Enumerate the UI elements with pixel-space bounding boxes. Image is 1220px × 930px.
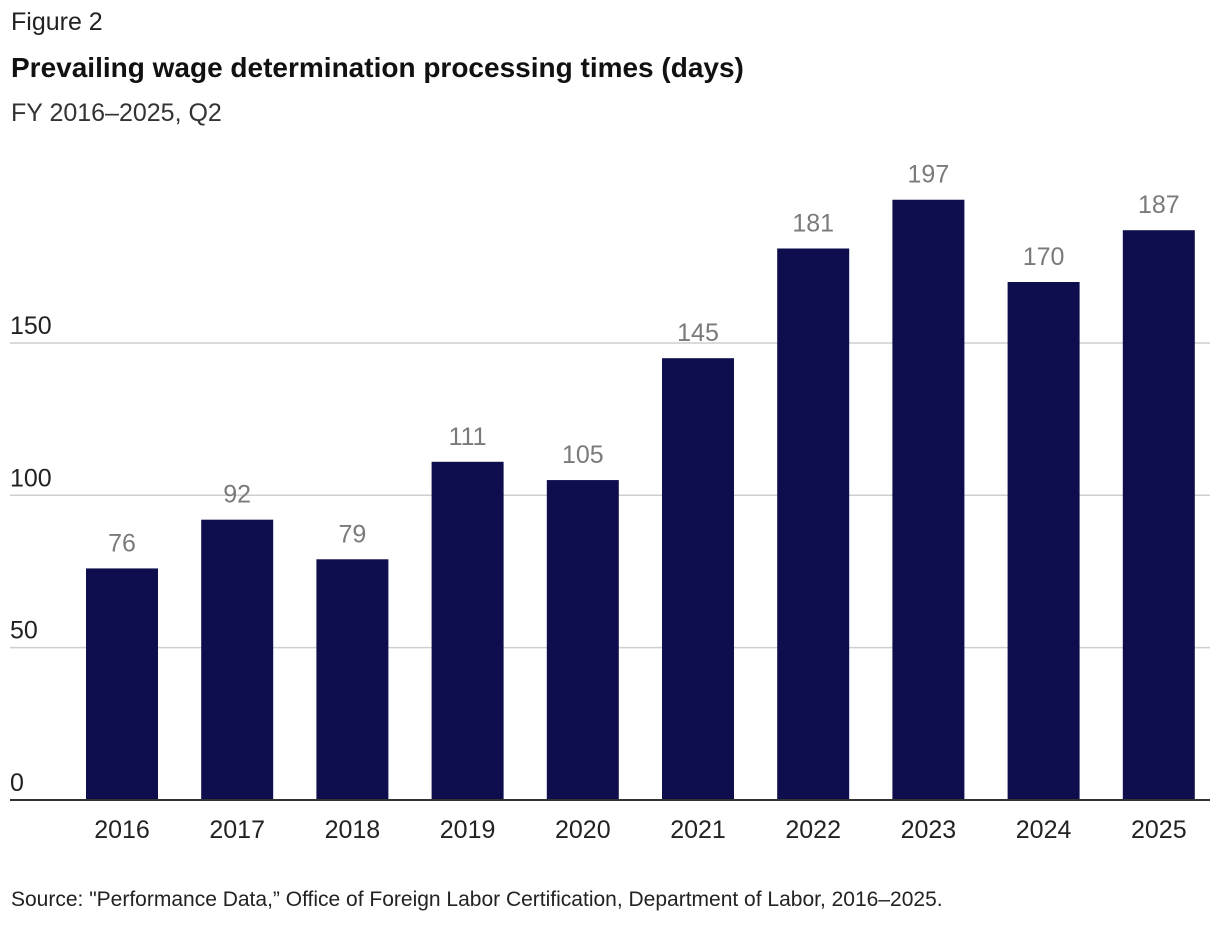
bar: [892, 199, 965, 801]
y-tick-label: 0: [10, 769, 24, 797]
bar: [431, 461, 504, 800]
chart-title: Prevailing wage determination processing…: [11, 52, 744, 83]
y-tick-label: 150: [10, 312, 52, 340]
data-label: 92: [223, 481, 251, 509]
data-label: 145: [677, 319, 719, 347]
x-tick-label: 2021: [670, 816, 726, 844]
bar: [1007, 282, 1080, 800]
y-tick-label: 50: [10, 617, 38, 645]
data-label: 170: [1023, 243, 1065, 271]
data-label: 187: [1138, 191, 1180, 219]
x-tick-label: 2018: [325, 816, 381, 844]
x-tick-label: 2022: [785, 816, 841, 844]
source-note: Source: "Performance Data,” Office of Fo…: [11, 888, 943, 911]
x-tick-label: 2020: [555, 816, 611, 844]
x-tick-label: 2017: [209, 816, 265, 844]
bar: [86, 568, 158, 800]
data-label: 181: [792, 209, 834, 237]
data-label: 111: [449, 423, 487, 451]
data-label: 197: [908, 161, 950, 189]
bar: [201, 519, 274, 800]
x-tick-label: 2025: [1131, 816, 1187, 844]
figure-label: Figure 2: [11, 8, 103, 36]
bar: [777, 248, 850, 801]
data-label: 79: [338, 520, 366, 548]
data-label: 105: [562, 441, 604, 469]
bar: [1122, 230, 1195, 800]
bar: [662, 358, 734, 800]
chart-subtitle: FY 2016–2025, Q2: [11, 99, 222, 127]
data-label: 76: [108, 529, 136, 557]
bar: [316, 559, 389, 800]
bar: [546, 480, 619, 800]
x-tick-label: 2016: [94, 816, 150, 844]
bar-chart: 0 50 100 150 76 2016 92 2017 79 2018 111 2019 105 202…: [10, 161, 1210, 844]
x-tick-label: 2024: [1016, 816, 1072, 844]
x-tick-label: 2023: [901, 816, 957, 844]
y-tick-label: 100: [10, 464, 52, 492]
x-tick-label: 2019: [440, 816, 496, 844]
